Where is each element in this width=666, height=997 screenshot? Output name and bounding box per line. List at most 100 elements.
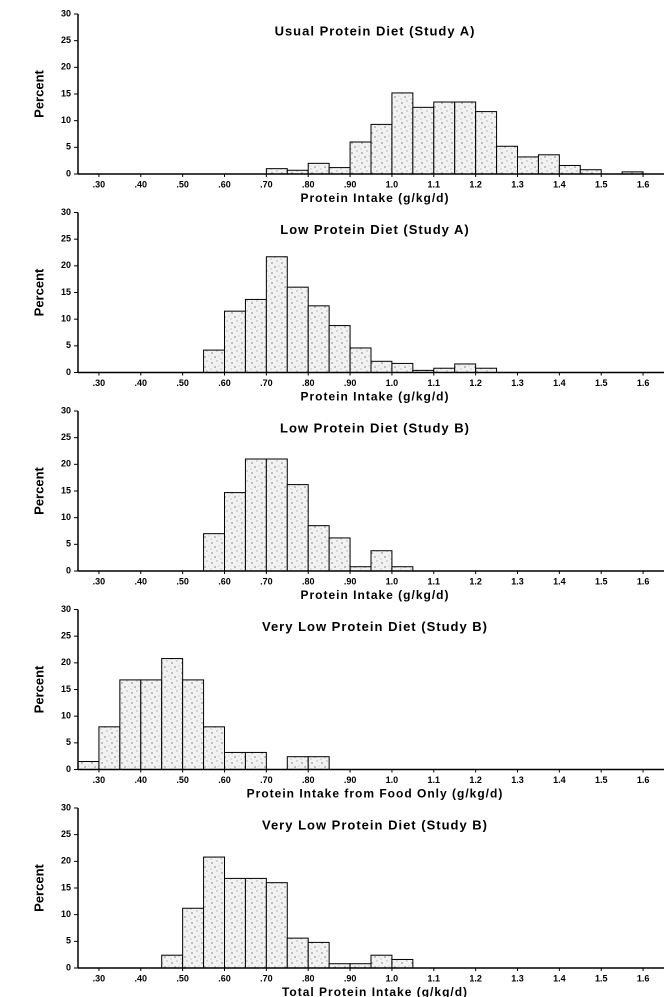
x-tick-label: .40	[135, 378, 148, 388]
y-tick-label: 5	[66, 340, 71, 350]
x-tick-label: .60	[218, 973, 231, 983]
y-tick-label: 5	[66, 539, 71, 549]
x-tick-label: .90	[344, 179, 357, 189]
x-tick-label: 1.1	[428, 973, 441, 983]
bar	[203, 856, 225, 969]
x-tick-label: .30	[93, 973, 106, 983]
y-tick-label: 15	[61, 88, 71, 98]
x-tick-label: 1.5	[595, 179, 608, 189]
x-tick-label: 1.3	[511, 775, 524, 785]
y-tick-label: 10	[61, 711, 71, 721]
bar	[496, 145, 519, 175]
y-tick-label: 30	[61, 207, 71, 217]
bar	[328, 537, 351, 572]
bar	[391, 362, 414, 373]
bar	[286, 286, 309, 373]
y-tick-label: 15	[61, 485, 71, 495]
bar	[224, 751, 246, 771]
y-tick-label: 20	[61, 856, 71, 866]
y-axis-label: Percent	[31, 268, 46, 316]
x-tick-label: 1.4	[553, 378, 566, 388]
x-tick-label: .50	[176, 378, 189, 388]
y-tick-label: 25	[61, 234, 71, 244]
bar	[537, 154, 560, 175]
y-tick-label: 25	[61, 432, 71, 442]
x-tick-label: .50	[176, 576, 189, 586]
x-tick-label: .30	[93, 775, 106, 785]
bar	[307, 941, 330, 969]
x-tick-label: 1.1	[428, 576, 441, 586]
x-tick-label: .90	[344, 775, 357, 785]
x-axis-label: Total Protein Intake (g/kg/d)	[282, 985, 468, 997]
x-tick-label: 1.6	[637, 179, 650, 189]
bar	[161, 658, 184, 770]
y-tick-label: 20	[61, 657, 71, 667]
x-tick-label: .50	[176, 973, 189, 983]
x-tick-label: 1.1	[428, 378, 441, 388]
x-tick-label: .80	[302, 378, 315, 388]
bar	[244, 751, 267, 771]
y-tick-label: 20	[61, 62, 71, 72]
x-tick-label: 1.6	[637, 973, 650, 983]
bar	[391, 92, 414, 175]
x-tick-label: .90	[344, 576, 357, 586]
x-tick-label: 1.3	[511, 378, 524, 388]
y-tick-label: 0	[66, 764, 71, 774]
bar	[307, 756, 330, 771]
bar	[286, 937, 309, 969]
x-tick-label: .70	[260, 378, 273, 388]
bar	[307, 525, 330, 572]
bar	[349, 347, 372, 374]
x-tick-label: 1.0	[386, 775, 399, 785]
x-tick-label: 1.6	[637, 576, 650, 586]
x-axis-label: Protein Intake (g/kg/d)	[300, 588, 449, 602]
y-tick-label: 10	[61, 115, 71, 125]
x-tick-label: .50	[176, 179, 189, 189]
bar	[203, 726, 225, 770]
chart-title: Low Protein Diet (Study B)	[280, 420, 470, 435]
x-tick-label: 1.2	[469, 378, 482, 388]
bar	[475, 111, 498, 175]
y-tick-label: 20	[61, 260, 71, 270]
y-tick-label: 5	[66, 936, 71, 946]
y-tick-label: 5	[66, 737, 71, 747]
bar	[558, 164, 581, 175]
y-tick-label: 25	[61, 631, 71, 641]
x-tick-label: .90	[344, 973, 357, 983]
x-tick-label: .30	[93, 576, 106, 586]
bar	[286, 484, 309, 572]
chart-title: Very Low Protein Diet (Study B)	[262, 817, 488, 832]
bar	[391, 958, 414, 969]
y-tick-label: 10	[61, 909, 71, 919]
y-tick-label: 0	[66, 962, 71, 972]
x-tick-label: 1.2	[469, 576, 482, 586]
x-tick-label: .90	[344, 378, 357, 388]
bar	[265, 458, 288, 572]
bar	[203, 349, 225, 374]
x-tick-label: .80	[302, 973, 315, 983]
x-tick-label: 1.5	[595, 973, 608, 983]
y-tick-label: 0	[66, 367, 71, 377]
x-tick-label: 1.0	[386, 973, 399, 983]
y-tick-label: 15	[61, 684, 71, 694]
bar	[224, 492, 246, 572]
bar	[454, 363, 477, 374]
x-tick-label: .80	[302, 179, 315, 189]
x-tick-label: .80	[302, 775, 315, 785]
y-tick-label: 10	[61, 314, 71, 324]
bar	[517, 156, 539, 175]
x-tick-label: 1.5	[595, 378, 608, 388]
y-axis-label: Percent	[31, 466, 46, 514]
x-tick-label: .60	[218, 576, 231, 586]
bar	[182, 907, 205, 969]
bar	[224, 877, 246, 969]
x-tick-label: 1.4	[553, 576, 566, 586]
x-axis-label: Protein Intake from Food Only (g/kg/d)	[247, 787, 504, 801]
bar	[328, 167, 351, 175]
x-tick-label: 1.0	[386, 378, 399, 388]
x-tick-label: 1.4	[553, 179, 566, 189]
x-tick-label: 1.2	[469, 973, 482, 983]
y-axis-label: Percent	[31, 863, 46, 911]
x-tick-label: .70	[260, 973, 273, 983]
